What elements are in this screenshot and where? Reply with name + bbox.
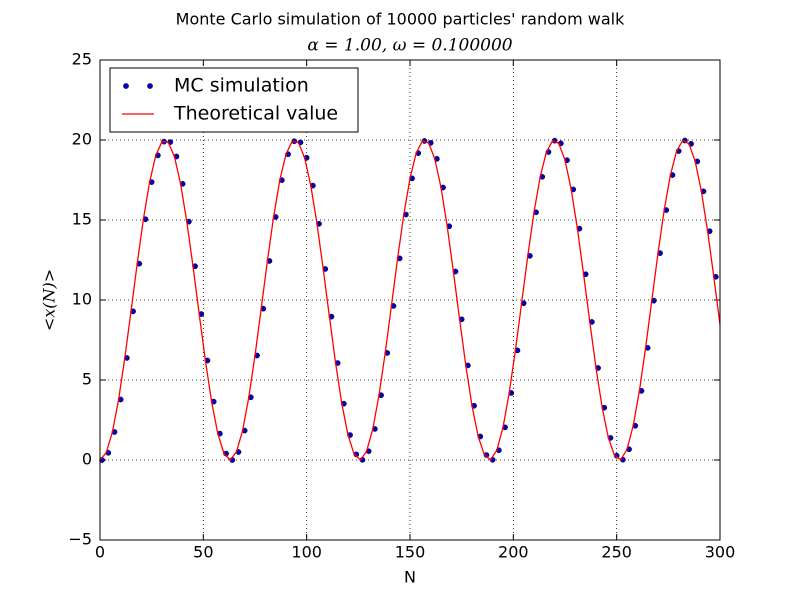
x-tick-label: 250 <box>601 543 632 562</box>
legend-label: MC simulation <box>174 75 309 97</box>
legend-box <box>109 67 359 133</box>
y-tick-label: −5 <box>68 530 92 549</box>
y-tick-label: 25 <box>72 50 92 69</box>
x-tick-label: 150 <box>395 543 426 562</box>
x-tick-label: 100 <box>291 543 322 562</box>
x-axis-label: N <box>404 568 416 587</box>
x-tick-label: 50 <box>193 543 213 562</box>
x-tick-label: 0 <box>95 543 105 562</box>
y-tick-label: 10 <box>72 290 92 309</box>
chart-subtitle: α = 1.00, ω = 0.100000 <box>307 36 512 56</box>
y-axis-label: <x(N)> <box>40 269 59 331</box>
legend-marker <box>123 83 129 89</box>
y-tick-label: 0 <box>82 450 92 469</box>
y-tick-label: 5 <box>82 370 92 389</box>
y-tick-label: 15 <box>72 210 92 229</box>
x-tick-label: 200 <box>498 543 529 562</box>
data-line <box>99 139 721 461</box>
legend-marker <box>147 83 153 89</box>
plot-frame <box>99 59 721 541</box>
chart-title: Monte Carlo simulation of 10000 particle… <box>176 10 625 29</box>
x-tick-label: 300 <box>705 543 736 562</box>
legend-label: Theoretical value <box>173 103 338 125</box>
y-tick-label: 20 <box>72 130 92 149</box>
